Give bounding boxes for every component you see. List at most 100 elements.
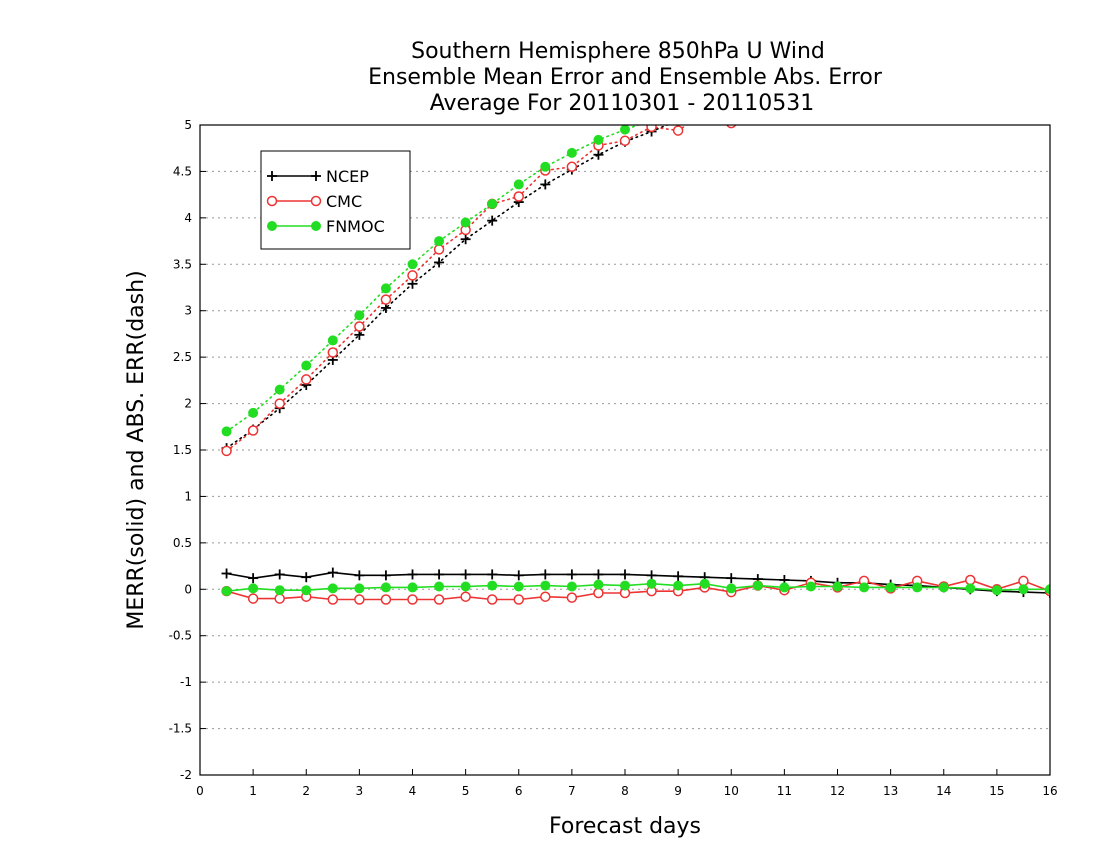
cmc-merr-point <box>1018 575 1029 587</box>
x-tick-label: 5 <box>462 784 470 798</box>
y-tick-label: -0.5 <box>169 629 192 643</box>
fnmoc-abs-err-point <box>487 198 498 209</box>
fnmoc-abs-err-point <box>434 236 445 247</box>
ncep-merr-point <box>248 573 259 584</box>
ncep-merr-point <box>540 569 551 580</box>
x-tick-label: 8 <box>621 784 629 798</box>
legend-items: NCEP CMC FNMOC <box>266 167 385 236</box>
cmc-abs-err-point <box>380 294 392 305</box>
cmc-merr-point <box>460 591 471 602</box>
fnmoc-abs-err-point <box>221 426 232 437</box>
fnmoc-abs-err-point <box>566 147 577 158</box>
fnmoc-abs-err-point <box>248 407 259 418</box>
cmc-abs-err-point <box>1019 42 1028 51</box>
ncep-merr-point <box>646 570 657 581</box>
cmc-abs-err-point <box>939 56 948 65</box>
fnmoc-abs-err-point <box>540 161 551 172</box>
ncep-abs-err-point <box>992 27 1002 37</box>
ncep-merr-point <box>274 569 285 580</box>
fnmoc-merr-point <box>646 578 657 589</box>
fnmoc-abs-err-point <box>860 51 869 60</box>
ncep-abs-err-point <box>540 179 551 190</box>
ncep-merr-point <box>407 569 418 580</box>
cmc-abs-err-point <box>966 54 975 63</box>
grid-lines <box>200 170 1050 730</box>
cmc-abs-err-point <box>301 374 312 385</box>
ncep-merr-point <box>221 568 232 579</box>
fnmoc-merr-point <box>354 583 365 594</box>
title-line-2: Ensemble Mean Error and Ensemble Abs. Er… <box>368 65 883 90</box>
ncep-merr-point <box>301 572 312 583</box>
fnmoc-merr-point <box>752 580 763 591</box>
ncep-merr-point <box>460 569 471 580</box>
cmc-merr-point <box>407 594 418 605</box>
x-tick-label: 3 <box>356 784 364 798</box>
plot-series <box>221 23 1055 605</box>
cmc-abs-err-point <box>886 69 895 78</box>
fnmoc-abs-err-point <box>380 283 391 294</box>
fnmoc-merr-point <box>620 580 630 591</box>
ncep-abs-err-point <box>939 38 949 48</box>
cmc-abs-err-point <box>1046 37 1055 46</box>
y-tick-label: 4 <box>184 211 192 225</box>
legend-marker <box>267 221 277 231</box>
cmc-abs-err-point <box>619 135 631 147</box>
fnmoc-merr-point <box>1018 584 1029 595</box>
fnmoc-merr-point <box>248 583 259 594</box>
ncep-abs-err-point <box>886 50 896 60</box>
legend-label: NCEP <box>326 167 369 186</box>
cmc-merr-point <box>965 574 976 586</box>
x-tick-label: 10 <box>724 784 739 798</box>
fnmoc-merr-point <box>221 586 232 597</box>
y-tick-label: -1.5 <box>169 722 192 736</box>
ncep-abs-err-point <box>912 44 922 54</box>
legend-item-cmc: CMC <box>266 192 362 211</box>
cmc-abs-err-point <box>726 125 737 129</box>
cmc-merr-point <box>486 594 498 605</box>
fnmoc-merr-point <box>673 580 684 591</box>
y-tick-label: -1 <box>180 675 192 689</box>
y-tick-label: 3 <box>184 304 192 318</box>
legend-marker <box>310 195 322 207</box>
fnmoc-abs-err-point <box>939 33 948 42</box>
cmc-abs-err-point <box>672 125 684 136</box>
legend-marker <box>311 221 321 231</box>
title-line-3: Average For 20110301 - 20110531 <box>430 91 815 116</box>
ncep-merr-point <box>487 569 498 580</box>
fnmoc-abs-err-point <box>593 134 604 145</box>
fnmoc-merr-point <box>274 585 285 596</box>
x-tick-label: 11 <box>777 784 792 798</box>
fnmoc-merr-point <box>912 582 923 593</box>
legend-label: FNMOC <box>326 217 385 236</box>
ncep-abs-err-point <box>460 234 471 245</box>
x-tick-label: 9 <box>674 784 682 798</box>
legend-label: CMC <box>326 192 362 211</box>
fnmoc-merr-point <box>699 578 710 589</box>
ncep-merr-point <box>354 570 365 581</box>
y-axis-label: MERR(solid) and ABS. ERR(dash) <box>124 270 149 629</box>
ncep-merr-point <box>726 573 737 584</box>
fnmoc-merr-point <box>540 580 551 591</box>
series-cmc <box>221 37 1055 605</box>
x-tick-label: 16 <box>1042 784 1057 798</box>
y-tick-label: 3.5 <box>173 257 192 271</box>
cmc-abs-err-point <box>354 321 365 332</box>
cmc-merr-point <box>327 594 339 605</box>
legend: NCEP CMC FNMOC <box>260 150 411 250</box>
fnmoc-merr-point <box>1045 584 1050 595</box>
cmc-abs-err-point <box>247 425 259 436</box>
cmc-merr-point <box>513 594 524 605</box>
fnmoc-abs-err-point <box>327 335 338 346</box>
cmc-abs-err-point <box>407 270 418 281</box>
legend-marker <box>311 171 321 181</box>
x-tick-label: 7 <box>568 784 576 798</box>
ncep-merr-point <box>380 570 391 581</box>
fnmoc-merr-point <box>726 583 737 594</box>
fnmoc-abs-err-point <box>992 23 1001 32</box>
x-tick-label: 14 <box>936 784 951 798</box>
fnmoc-abs-err-point <box>460 217 471 228</box>
cmc-merr-point <box>540 591 551 602</box>
cmc-abs-err-point <box>646 125 657 133</box>
fnmoc-merr-point <box>885 582 896 593</box>
cmc-abs-err-point <box>327 347 339 358</box>
